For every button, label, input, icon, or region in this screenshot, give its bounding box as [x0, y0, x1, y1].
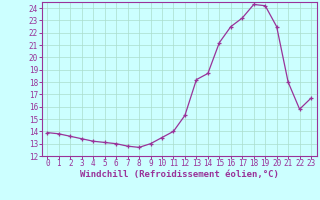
- X-axis label: Windchill (Refroidissement éolien,°C): Windchill (Refroidissement éolien,°C): [80, 170, 279, 179]
